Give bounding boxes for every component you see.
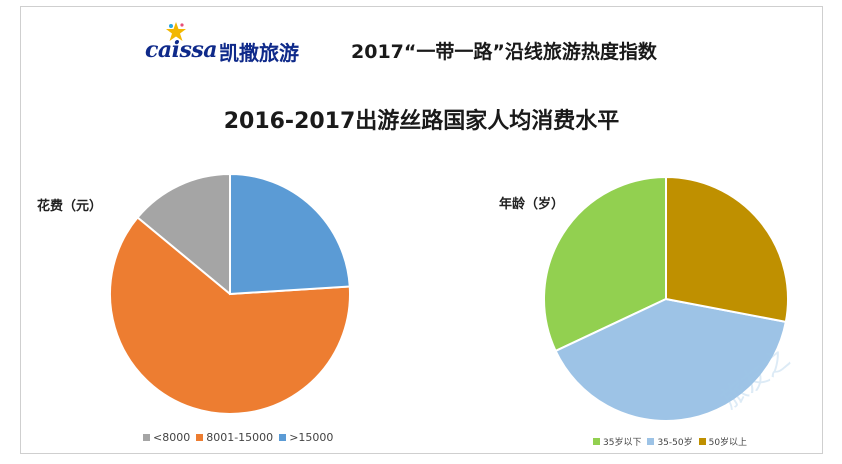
- legend-label: <8000: [153, 431, 191, 444]
- pie-slice-1-1: [136, 172, 231, 297]
- pie-slice-2-2: [554, 297, 788, 422]
- legend-swatch: [593, 438, 600, 445]
- legend-age: 35岁以下 35-50岁 50岁以上: [593, 435, 753, 448]
- logo-wordmark: caissa: [145, 37, 218, 63]
- chart-frame: caissa 凯撒旅游 2017“一带一路”沿线旅游热度指数 2016-2017…: [20, 6, 823, 454]
- pie-slice-1-2: [109, 216, 351, 415]
- legend-label: >15000: [289, 431, 334, 444]
- legend-label: 35-50岁: [657, 438, 693, 448]
- legend-swatch: [647, 438, 655, 445]
- pie-age: [543, 175, 789, 422]
- legend-spending: <8000 8001-15000 >15000: [143, 431, 339, 444]
- legend-item: 35岁以下: [593, 435, 641, 448]
- pie-charts: [109, 172, 789, 422]
- pie-1-label: 花费（元）: [37, 199, 103, 214]
- legend-item: <8000: [143, 431, 190, 444]
- star-icon: [166, 22, 186, 41]
- legend-label: 50岁以上: [708, 438, 748, 448]
- pie-slice-2-3: [665, 175, 789, 324]
- legend-item: 35-50岁: [647, 435, 693, 448]
- pie-slice-1-3: [229, 172, 351, 296]
- header-title: 2017“一带一路”沿线旅游热度指数: [351, 41, 657, 63]
- pie-spending: [109, 172, 351, 415]
- legend-item: 8001-15000: [196, 431, 273, 444]
- pie-slice-2-1: [543, 175, 667, 353]
- brand-header: caissa 凯撒旅游 2017“一带一路”沿线旅游热度指数: [21, 22, 822, 65]
- legend-label: 35岁以下: [603, 438, 642, 448]
- pie-2-label: 年龄（岁）: [499, 197, 565, 212]
- legend-label: 8001-15000: [206, 431, 274, 444]
- legend-item: >15000: [279, 431, 333, 444]
- legend-swatch: [698, 438, 706, 445]
- caissa-logo: caissa 凯撒旅游: [145, 22, 335, 65]
- legend-swatch: [143, 434, 150, 441]
- legend-item: 50岁以上: [698, 435, 748, 448]
- logo-chinese-name: 凯撒旅游: [219, 41, 299, 65]
- legend-swatch: [279, 434, 287, 441]
- legend-swatch: [196, 434, 204, 441]
- chart-title: 2016-2017出游丝路国家人均消费水平: [223, 109, 620, 134]
